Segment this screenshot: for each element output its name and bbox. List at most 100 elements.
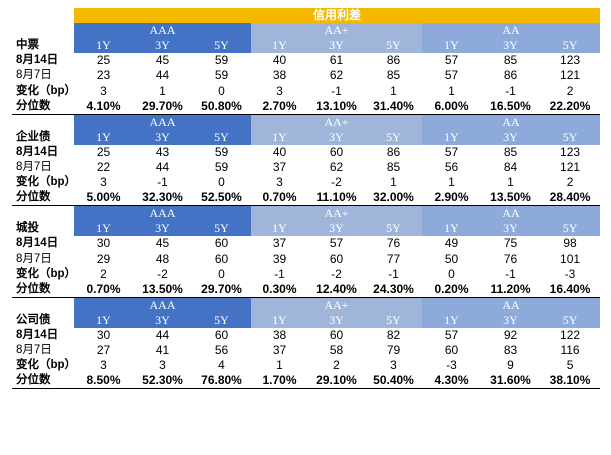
table-cell: 61 [329, 53, 344, 68]
table-cell: 3 [100, 358, 107, 373]
table-cell: 44 [155, 328, 170, 343]
tenor-header: 1Y [422, 38, 481, 54]
tenor-header: 3Y [133, 221, 192, 237]
rating-group-header: AAA [74, 297, 251, 313]
row-label: 变化（bp） [16, 176, 74, 189]
table-cell: 86 [503, 68, 518, 83]
table-cell: 0.70% [251, 190, 308, 207]
block-tenor-header: 城投 1Y 3Y 5Y 1Y 3Y 5Y 1Y 3Y 5Y [12, 221, 601, 237]
table-cell: 122 [560, 328, 581, 343]
row-label: 分位数 [12, 190, 74, 207]
credit-spread-table: 信用利差 AAA AA+ AA 中票 1Y 3Y 5Y 1Y 3Y 5Y 1Y 3Y 5Y 8月14日 25… [12, 8, 601, 390]
table-cell: 58 [329, 343, 344, 358]
rating-group-header: AAA [74, 114, 251, 130]
table-cell: 37 [272, 236, 287, 251]
tenor-header: 5Y [540, 38, 601, 54]
table-cell: 43 [155, 144, 170, 159]
table-cell: 16.40% [540, 281, 601, 298]
table-cell: -3 [446, 358, 457, 373]
table-cell: 3 [276, 175, 283, 190]
table-cell: 57 [329, 236, 344, 251]
table-cell: 57 [444, 328, 459, 343]
table-cell: 9 [507, 358, 514, 373]
block-group-header: AAA AA+ AA [12, 297, 601, 313]
row-label: 变化（bp） [16, 84, 74, 97]
table-cell: 39 [272, 251, 287, 266]
blank-cell [12, 206, 74, 222]
table-cell: 76 [503, 251, 518, 266]
table-cell: 2 [100, 266, 107, 281]
table-cell: 50 [444, 251, 459, 266]
table-row: 变化（bp） 2 -2 0 -1 -2 -1 0 -1 -3 [12, 267, 600, 282]
table-cell: 57 [444, 53, 459, 68]
tenor-header: 3Y [308, 312, 365, 328]
table-row: 分位数 4.10% 29.70% 50.80% 2.70% 13.10% 31.40% 6.0… [12, 98, 601, 115]
row-label: 分位数 [12, 281, 74, 298]
table-cell: 8.50% [74, 373, 133, 390]
table-cell: 11.10% [308, 190, 365, 207]
table-cell: 92 [503, 328, 518, 343]
block-tenor-header: 中票 1Y 3Y 5Y 1Y 3Y 5Y 1Y 3Y 5Y [12, 38, 601, 54]
tenor-header: 1Y [251, 129, 308, 145]
table-row: 8月14日 25 45 59 40 61 86 57 85 123 [12, 53, 600, 68]
table-cell: 31.40% [365, 98, 422, 115]
tenor-header: 1Y [422, 312, 481, 328]
table-cell: 30 [96, 236, 111, 251]
tenor-header: 5Y [192, 312, 251, 328]
table-cell: 116 [560, 343, 580, 358]
tenor-header: 5Y [192, 38, 251, 54]
table-cell: 6.00% [422, 98, 481, 115]
block-name: 中票 [16, 39, 39, 52]
tenor-header: 3Y [308, 221, 365, 237]
table-row: 变化（bp） 3 1 0 3 -1 1 1 -1 2 [12, 83, 600, 98]
table-row: 变化（bp） 3 3 4 1 2 3 -3 9 5 [12, 358, 600, 373]
table-cell: 2.70% [251, 98, 308, 115]
rating-group-header: AA+ [251, 205, 422, 222]
table-cell: 32.30% [133, 190, 192, 207]
rating-group-header: AA [422, 23, 601, 39]
table-row: 8月7日 27 41 56 37 58 79 60 83 116 [12, 343, 600, 358]
blank-cell [12, 114, 74, 130]
tenor-header: 3Y [481, 129, 540, 145]
table-cell: 86 [386, 53, 401, 68]
table-cell: 29.70% [192, 281, 251, 298]
table-cell: 59 [214, 144, 229, 159]
table-cell: 1 [448, 175, 455, 190]
table-cell: 3 [100, 175, 107, 190]
tenor-header: 3Y [133, 129, 192, 145]
tenor-header: 5Y [365, 38, 422, 54]
table-cell: 40 [272, 144, 287, 159]
table-cell: 3 [100, 83, 107, 98]
table-row: 8月14日 30 44 60 38 60 82 57 92 122 [12, 328, 600, 343]
table-cell: 3 [159, 358, 166, 373]
table-title: 信用利差 [74, 8, 601, 24]
table-cell: 12.40% [308, 281, 365, 298]
row-label: 8月7日 [16, 252, 52, 265]
table-cell: 5.00% [74, 190, 133, 207]
row-label: 8月14日 [16, 54, 59, 67]
block-group-header: AAA AA+ AA [12, 205, 601, 222]
table-row: 分位数 5.00% 32.30% 52.50% 0.70% 11.10% 32.00% 2.9… [12, 190, 601, 207]
tenor-header: 1Y [74, 129, 133, 145]
table-cell: 85 [503, 53, 518, 68]
table-cell: 32.00% [365, 190, 422, 207]
table-cell: 62 [329, 159, 344, 174]
table-cell: 121 [560, 159, 581, 174]
table-cell: 0 [218, 83, 225, 98]
block-group-header: AAA AA+ AA [12, 114, 601, 130]
table-cell: 25 [96, 144, 111, 159]
table-row: 8月7日 23 44 59 38 62 85 57 86 121 [12, 68, 600, 83]
table-cell: 28.40% [540, 190, 601, 207]
table-cell: 121 [560, 68, 581, 83]
table-cell: -3 [564, 266, 576, 281]
table-cell: -1 [331, 83, 342, 98]
table-cell: 1.70% [251, 373, 308, 390]
table-cell: 60 [214, 236, 229, 251]
table-cell: 76 [386, 236, 401, 251]
table-cell: 38 [272, 68, 287, 83]
table-cell: 48 [155, 251, 170, 266]
table-cell: 75 [503, 236, 518, 251]
table-cell: 38.10% [540, 373, 601, 390]
table-cell: 29.10% [308, 373, 365, 390]
table-cell: 101 [560, 251, 581, 266]
